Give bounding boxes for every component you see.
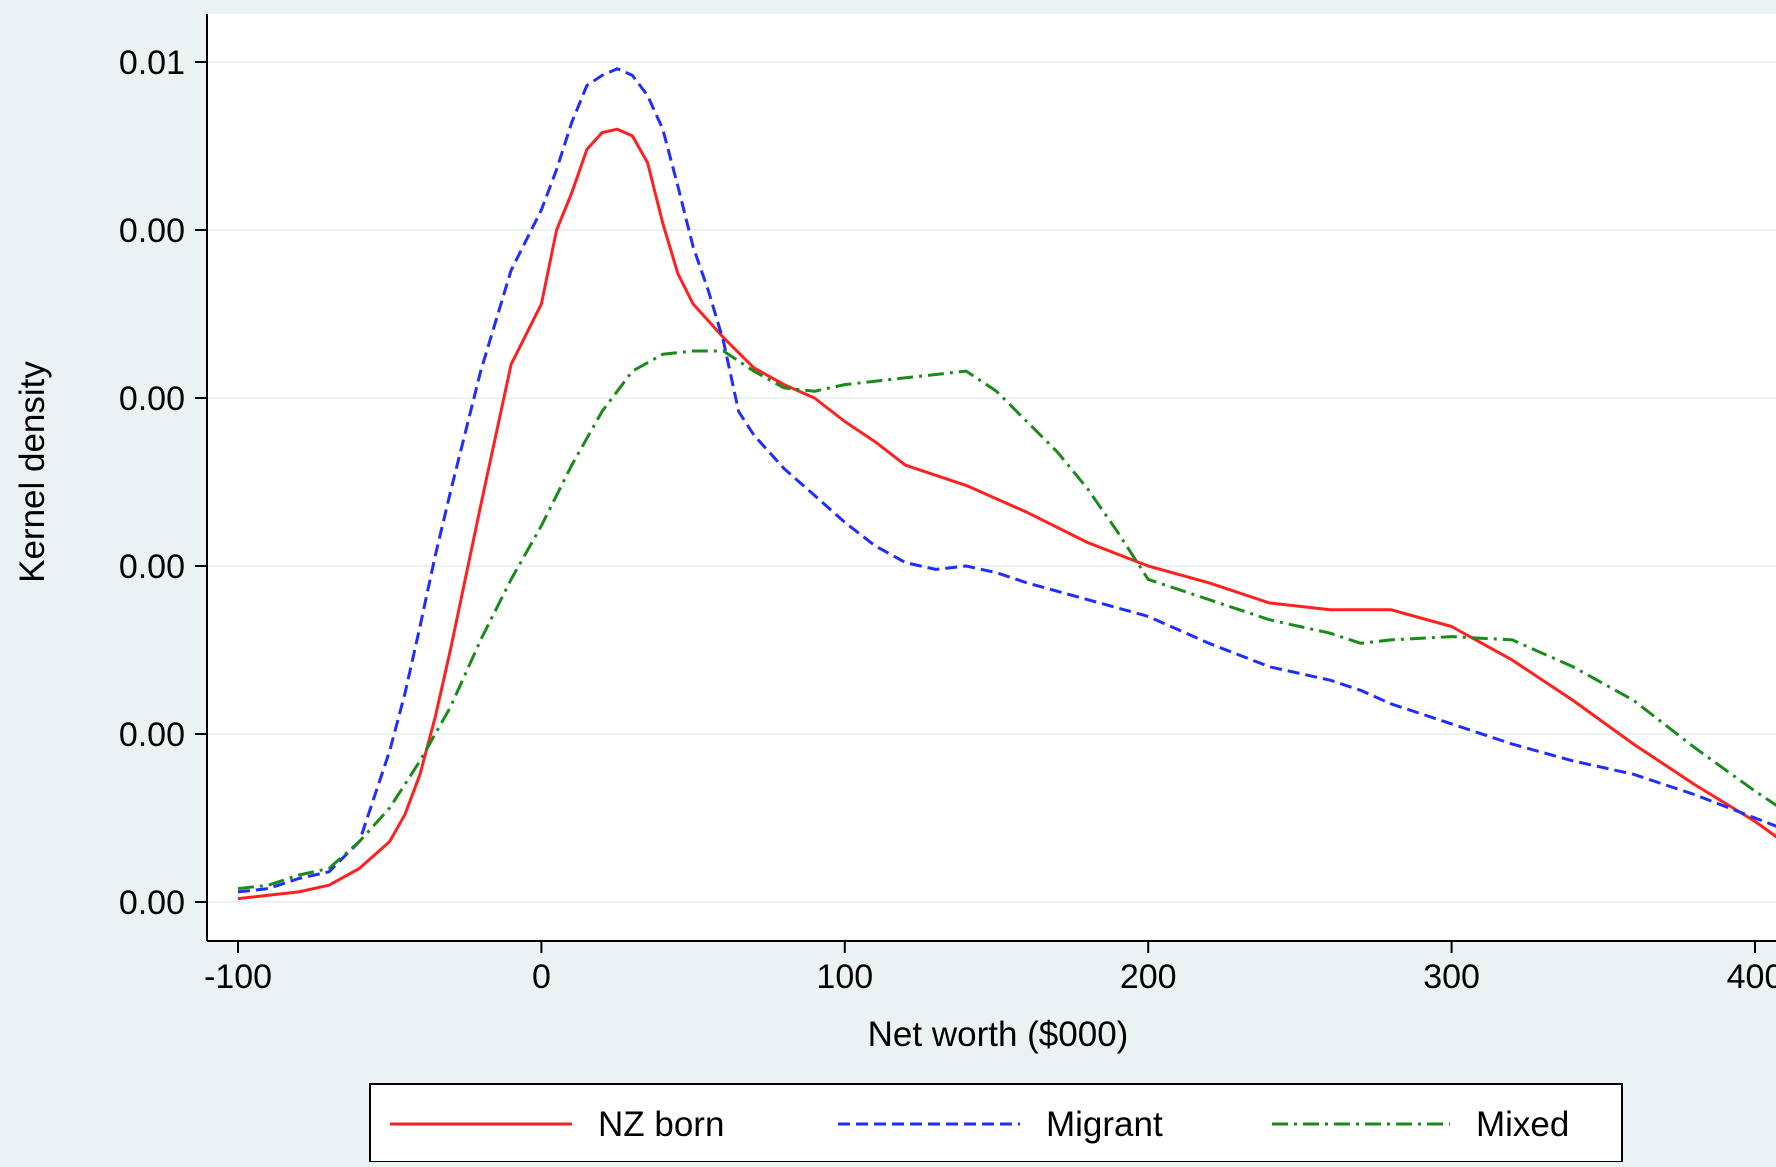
x-tick-label: 200 — [1120, 958, 1177, 996]
series-line-nz-born — [237, 127, 1776, 901]
y-tick-label: 0.01 — [119, 44, 185, 82]
legend-label-mixed: Mixed — [1476, 1105, 1569, 1144]
x-tick-label: 100 — [816, 958, 873, 996]
x-tick-label: 0 — [532, 958, 551, 996]
y-axis-label: Kernel density — [13, 361, 52, 583]
y-tick-label: 0.00 — [119, 380, 185, 418]
plot-area — [207, 14, 1776, 941]
series-layer — [237, 67, 1776, 901]
y-tick-label: 0.00 — [119, 212, 185, 250]
y-ticks: 0.00 0.00 0.00 0.00 0.00 0.01 — [119, 44, 207, 922]
y-tick-label: 0.00 — [119, 716, 185, 754]
y-tick-label: 0.00 — [119, 548, 185, 586]
x-tick-label: -100 — [204, 958, 272, 996]
x-tick-label: 300 — [1423, 958, 1480, 996]
y-tick-label: 0.00 — [119, 884, 185, 922]
x-ticks: -100 0 100 200 300 400 — [204, 941, 1776, 996]
legend: NZ born Migrant Mixed — [369, 1083, 1623, 1163]
series-line-migrant — [237, 67, 1776, 894]
legend-label-nz-born: NZ born — [598, 1105, 724, 1144]
legend-box — [369, 1083, 1623, 1163]
x-tick-label: 400 — [1727, 958, 1776, 996]
x-axis-label: Net worth ($000) — [868, 1015, 1129, 1054]
legend-label-migrant: Migrant — [1046, 1105, 1163, 1144]
series-line-mixed — [237, 349, 1776, 891]
